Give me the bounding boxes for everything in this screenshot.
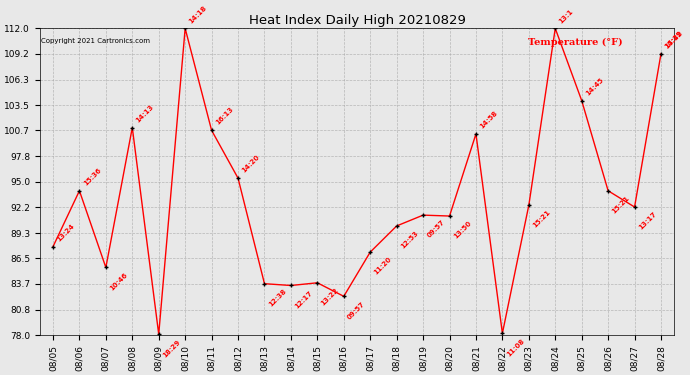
Text: 14:29: 14:29 bbox=[664, 30, 684, 50]
Point bbox=[127, 124, 138, 130]
Text: Copyright 2021 Cartronics.com: Copyright 2021 Cartronics.com bbox=[41, 38, 150, 44]
Point bbox=[602, 188, 613, 194]
Text: 13:50: 13:50 bbox=[452, 220, 472, 240]
Text: 11:08: 11:08 bbox=[505, 338, 525, 357]
Point bbox=[417, 212, 428, 218]
Point bbox=[656, 51, 667, 57]
Text: 13:22: 13:22 bbox=[320, 287, 340, 307]
Point bbox=[338, 293, 349, 299]
Text: 09:57: 09:57 bbox=[426, 219, 446, 239]
Point bbox=[391, 223, 402, 229]
Text: 15:36: 15:36 bbox=[82, 167, 102, 187]
Point bbox=[576, 98, 587, 104]
Text: 14:45: 14:45 bbox=[584, 76, 604, 96]
Point bbox=[312, 280, 323, 286]
Point bbox=[233, 175, 244, 181]
Point bbox=[48, 244, 59, 250]
Text: 13:17: 13:17 bbox=[638, 211, 658, 231]
Point bbox=[74, 188, 85, 194]
Point bbox=[523, 202, 534, 208]
Point bbox=[365, 249, 376, 255]
Point bbox=[259, 281, 270, 287]
Point bbox=[497, 330, 508, 336]
Text: 15:21: 15:21 bbox=[611, 195, 631, 215]
Text: 16:13: 16:13 bbox=[215, 106, 235, 126]
Text: 11:20: 11:20 bbox=[373, 256, 393, 276]
Text: 12:53: 12:53 bbox=[400, 230, 420, 250]
Point bbox=[100, 264, 111, 270]
Text: 18:29: 18:29 bbox=[161, 338, 181, 358]
Text: 12:17: 12:17 bbox=[294, 290, 313, 309]
Text: 15:42: 15:42 bbox=[664, 30, 684, 50]
Point bbox=[629, 204, 640, 210]
Text: 14:13: 14:13 bbox=[135, 104, 155, 123]
Text: 14:20: 14:20 bbox=[241, 154, 261, 174]
Text: 12:38: 12:38 bbox=[267, 288, 287, 308]
Point bbox=[179, 26, 190, 32]
Point bbox=[206, 128, 217, 134]
Point bbox=[153, 331, 164, 337]
Point bbox=[286, 282, 297, 288]
Text: Temperature (°F): Temperature (°F) bbox=[529, 38, 623, 47]
Text: 13:1: 13:1 bbox=[558, 8, 575, 24]
Text: 15:21: 15:21 bbox=[531, 209, 551, 229]
Point bbox=[444, 213, 455, 219]
Point bbox=[550, 26, 561, 32]
Text: 09:57: 09:57 bbox=[346, 300, 366, 320]
Text: 13:24: 13:24 bbox=[56, 223, 76, 243]
Text: 10:46: 10:46 bbox=[108, 272, 128, 292]
Text: 14:58: 14:58 bbox=[479, 110, 499, 130]
Point bbox=[471, 131, 482, 137]
Title: Heat Index Daily High 20210829: Heat Index Daily High 20210829 bbox=[248, 14, 466, 27]
Text: 14:18: 14:18 bbox=[188, 4, 208, 24]
